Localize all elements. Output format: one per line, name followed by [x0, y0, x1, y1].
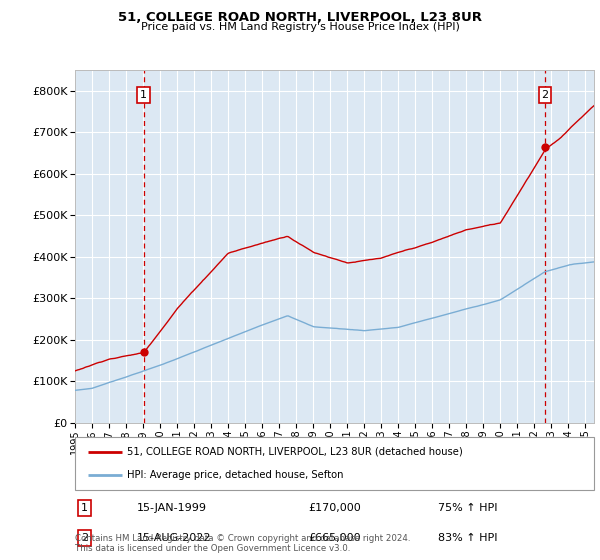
Text: 83% ↑ HPI: 83% ↑ HPI	[438, 533, 498, 543]
Text: 51, COLLEGE ROAD NORTH, LIVERPOOL, L23 8UR (detached house): 51, COLLEGE ROAD NORTH, LIVERPOOL, L23 8…	[127, 447, 463, 457]
Text: HPI: Average price, detached house, Sefton: HPI: Average price, detached house, Seft…	[127, 470, 343, 480]
Text: Contains HM Land Registry data © Crown copyright and database right 2024.
This d: Contains HM Land Registry data © Crown c…	[75, 534, 410, 553]
Text: Price paid vs. HM Land Registry's House Price Index (HPI): Price paid vs. HM Land Registry's House …	[140, 22, 460, 32]
Text: 2: 2	[81, 533, 88, 543]
Text: 75% ↑ HPI: 75% ↑ HPI	[438, 503, 498, 513]
Text: 1: 1	[140, 90, 147, 100]
Text: £665,000: £665,000	[308, 533, 361, 543]
Text: 2: 2	[541, 90, 548, 100]
Text: 1: 1	[81, 503, 88, 513]
Text: 51, COLLEGE ROAD NORTH, LIVERPOOL, L23 8UR: 51, COLLEGE ROAD NORTH, LIVERPOOL, L23 8…	[118, 11, 482, 24]
Text: 15-AUG-2022: 15-AUG-2022	[137, 533, 212, 543]
FancyBboxPatch shape	[75, 437, 594, 490]
Text: 15-JAN-1999: 15-JAN-1999	[137, 503, 207, 513]
Text: £170,000: £170,000	[308, 503, 361, 513]
